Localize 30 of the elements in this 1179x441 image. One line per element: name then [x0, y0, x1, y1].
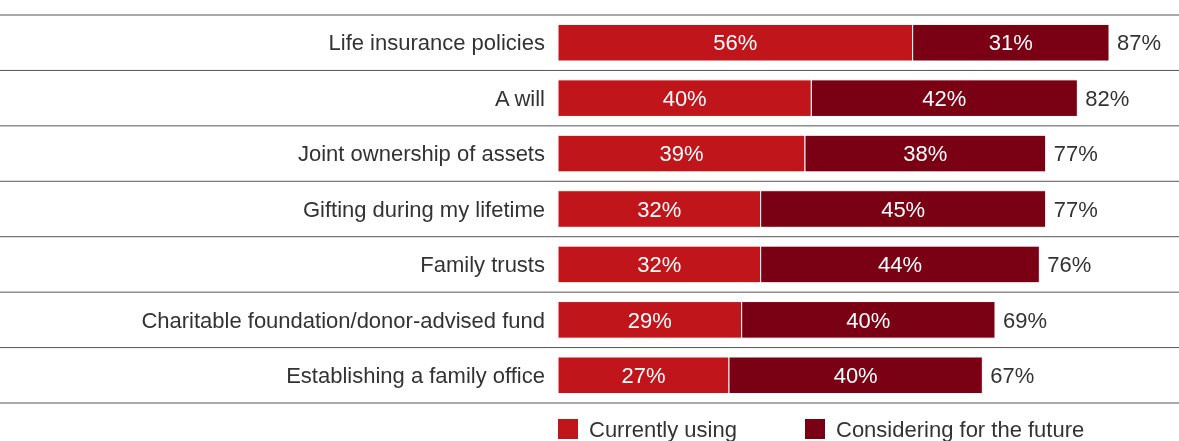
data-label: 40% — [662, 85, 707, 111]
data-label: 32% — [637, 196, 682, 222]
y-tick-label: Establishing a family office — [286, 362, 545, 388]
data-label: 31% — [988, 30, 1033, 56]
total-label: 76% — [1047, 252, 1092, 278]
y-tick-label: Family trusts — [420, 252, 545, 278]
data-label: 45% — [881, 196, 926, 222]
total-label: 67% — [990, 362, 1035, 388]
total-label: 69% — [1003, 307, 1048, 333]
legend-label: Currently using — [589, 416, 737, 441]
data-label: 40% — [846, 307, 891, 333]
total-label: 77% — [1053, 196, 1098, 222]
y-tick-label: Gifting during my lifetime — [302, 196, 545, 222]
data-label: 27% — [621, 362, 666, 388]
total-label: 77% — [1053, 141, 1098, 167]
data-label: 56% — [713, 30, 758, 56]
legend-label: Considering for the future — [836, 416, 1085, 441]
data-label: 40% — [833, 362, 878, 388]
y-tick-label: Charitable foundation/donor-advised fund — [141, 307, 545, 333]
data-label: 29% — [627, 307, 672, 333]
data-label: 39% — [659, 141, 704, 167]
total-label: 87% — [1117, 30, 1162, 56]
y-tick-label: Life insurance policies — [328, 30, 545, 56]
total-label: 82% — [1085, 85, 1130, 111]
data-label: 38% — [903, 141, 948, 167]
y-tick-label: A will — [494, 85, 545, 111]
y-tick-label: Joint ownership of assets — [297, 141, 545, 167]
data-label: 42% — [922, 85, 967, 111]
data-label: 44% — [877, 252, 923, 278]
data-label: 32% — [637, 252, 682, 278]
